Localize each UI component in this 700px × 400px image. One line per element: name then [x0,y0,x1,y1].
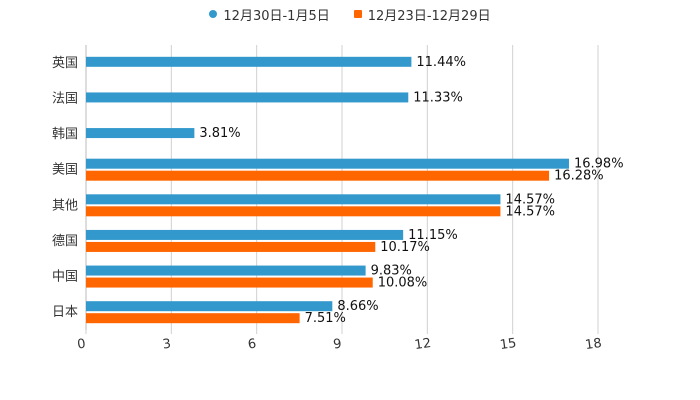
category-label: 韩国 [52,127,78,142]
bar-series-1[interactable] [86,194,501,205]
bar-series-2[interactable] [86,241,376,252]
x-tick-label: 12 [414,336,432,353]
data-label-series-2: 7.51% [305,311,346,326]
legend: 12月30日-1月5日 12月23日-12月29日 [0,4,700,24]
bar-series-2[interactable] [86,206,501,217]
x-tick-label: 6 [247,337,257,353]
legend-item-series-2[interactable]: 12月23日-12月29日 [353,5,491,24]
data-label-series-1: 16.98% [574,157,624,172]
category-label: 美国 [52,163,78,178]
data-label-series-1: 8.66% [337,299,378,314]
legend-marker-series-1 [209,10,218,18]
legend-item-series-1[interactable]: 12月30日-1月5日 [209,5,330,24]
data-label-series-2: 10.17% [380,240,430,255]
category-label: 中国 [52,270,78,285]
category-label: 日本 [52,305,78,320]
data-label-series-1: 11.15% [408,228,458,243]
category-label: 法国 [52,91,78,106]
x-tick-label: 3 [162,337,172,353]
legend-label-series-1: 12月30日-1月5日 [223,8,330,24]
data-label-series-2: 14.57% [505,204,555,219]
bar-series-1[interactable] [86,92,409,103]
x-tick-label: 15 [499,336,517,353]
bar-series-1[interactable] [86,229,404,240]
bar-series-2[interactable] [86,170,550,181]
bar-series-1[interactable] [86,265,366,276]
x-tick-label: 18 [584,336,602,353]
bar-series-1[interactable] [86,128,195,139]
data-label-series-2: 16.28% [554,169,604,184]
category-label: 其他 [52,198,78,213]
data-label-series-1: 11.44% [416,55,466,70]
bar-series-1[interactable] [86,56,412,67]
data-label-series-1: 9.83% [371,264,412,279]
x-tick-label: 9 [332,337,342,353]
bar-series-1[interactable] [86,158,569,169]
data-label-series-1: 3.81% [199,126,240,141]
legend-marker-series-2 [353,10,362,18]
bar-series-1[interactable] [86,301,333,312]
data-label-series-2: 10.08% [378,276,428,291]
data-label-series-1: 14.57% [505,192,555,207]
x-tick-label: 0 [76,337,86,353]
legend-label-series-2: 12月23日-12月29日 [367,8,491,24]
category-label: 英国 [52,56,78,71]
bar-series-2[interactable] [86,277,373,288]
data-label-series-1: 11.33% [413,90,463,105]
bar-series-2[interactable] [86,313,300,324]
category-label: 德国 [52,234,78,249]
